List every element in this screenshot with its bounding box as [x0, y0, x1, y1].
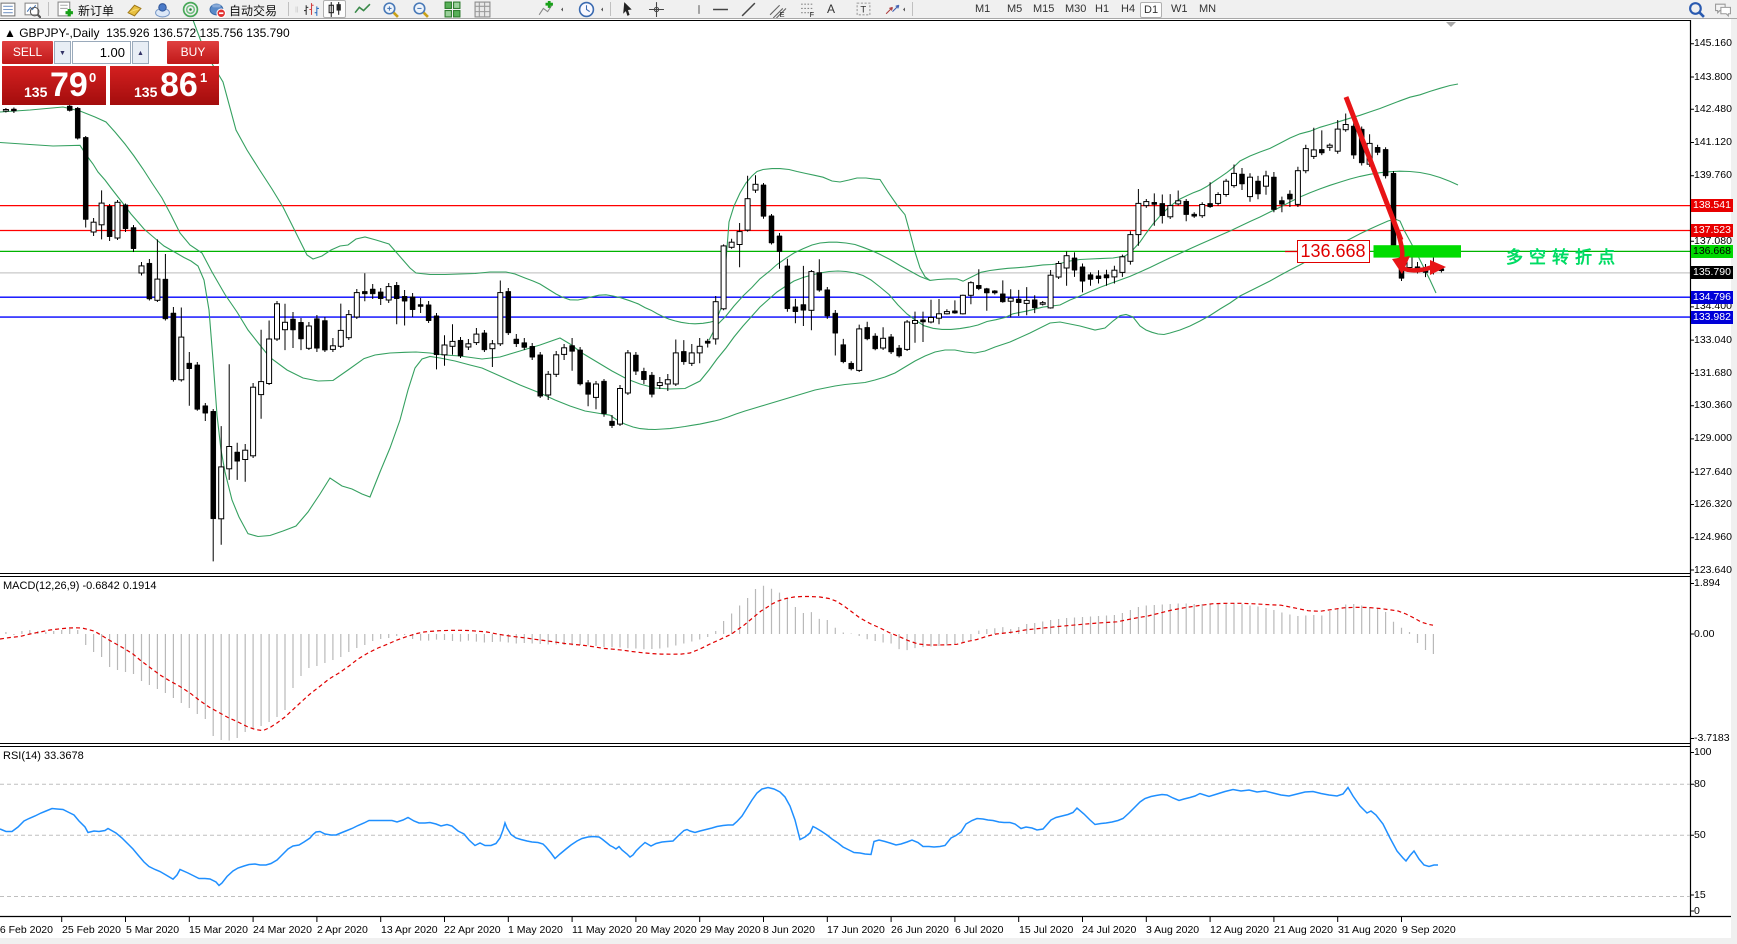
svg-text:T: T	[860, 5, 866, 16]
svg-text:E: E	[780, 10, 785, 18]
svg-text:F: F	[810, 10, 815, 18]
